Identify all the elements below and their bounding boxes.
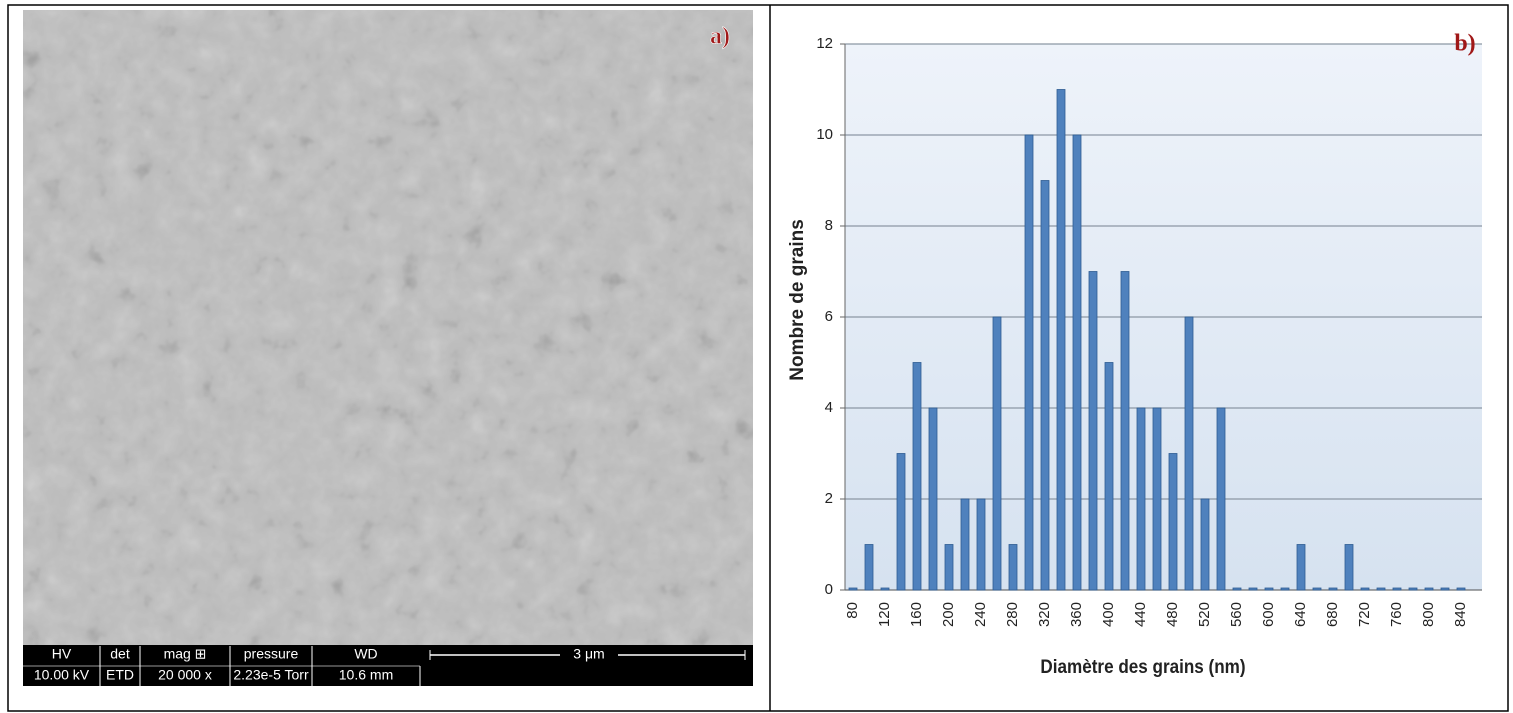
table-border	[7, 4, 1509, 712]
scale-label: 3 μm	[573, 646, 604, 662]
bar	[1168, 453, 1178, 591]
bar	[928, 407, 938, 591]
bar	[912, 362, 922, 591]
bar	[1056, 89, 1066, 591]
bar	[896, 453, 906, 591]
bar	[1232, 587, 1242, 591]
x-axis-title: Diamètre des grains (nm)	[1040, 656, 1245, 677]
x-tick-label: 560	[1228, 602, 1245, 627]
info-value: 20 000 x	[158, 667, 212, 683]
info-value: ETD	[106, 667, 134, 683]
x-tick-label: 280	[1004, 602, 1021, 627]
bar	[1456, 587, 1466, 591]
bar	[1184, 316, 1194, 591]
bar	[1376, 587, 1386, 591]
bar	[1216, 407, 1226, 591]
x-tick-label: 200	[940, 602, 957, 627]
bar	[1328, 587, 1338, 591]
info-value: 10.00 kV	[34, 667, 90, 683]
bar	[992, 316, 1002, 591]
bar	[1152, 407, 1162, 591]
bar	[1120, 271, 1130, 591]
x-tick-label: 760	[1388, 602, 1405, 627]
info-value: 10.6 mm	[339, 667, 393, 683]
y-tick-label: 8	[825, 217, 833, 234]
x-tick-label: 360	[1068, 602, 1085, 627]
bar	[976, 498, 986, 591]
y-tick-label: 12	[816, 35, 833, 52]
bar	[1248, 587, 1258, 591]
bar	[1296, 544, 1306, 591]
info-bar-cells: HV 10.00 kV det ETD mag ⊞ 20 000 x pressure 2.2…	[23, 646, 421, 686]
x-tick-label: 520	[1196, 602, 1213, 627]
panel-label: b)	[1454, 31, 1475, 57]
bar	[1280, 587, 1290, 591]
bar	[1392, 587, 1402, 591]
x-tick-label: 160	[908, 602, 925, 627]
scale-label-bg	[560, 647, 618, 663]
info-header: HV	[52, 646, 72, 662]
bar	[1344, 544, 1354, 591]
bar	[1104, 362, 1114, 591]
bar	[1312, 587, 1322, 591]
bar	[1024, 134, 1034, 591]
y-tick-label: 4	[825, 399, 833, 416]
x-tick-label: 240	[972, 602, 989, 627]
bar	[944, 544, 954, 591]
y-tick-label: 6	[825, 308, 833, 325]
info-header: det	[110, 646, 130, 662]
bar	[1264, 587, 1274, 591]
y-tick-label: 0	[825, 581, 833, 598]
bar	[1200, 498, 1210, 591]
x-tick-label: 680	[1324, 602, 1341, 627]
bar	[1408, 587, 1418, 591]
info-header: WD	[354, 646, 377, 662]
info-value: 2.23e-5 Torr	[233, 667, 309, 683]
bar	[1088, 271, 1098, 591]
bar	[1040, 180, 1050, 591]
bar	[848, 587, 858, 591]
sem-image	[23, 10, 753, 645]
bar	[1360, 587, 1370, 591]
info-header: mag ⊞	[164, 646, 207, 662]
info-header: pressure	[244, 646, 299, 662]
x-tick-label: 720	[1356, 602, 1373, 627]
x-tick-label: 840	[1452, 602, 1469, 627]
bar	[1424, 587, 1434, 591]
x-tick-label: 120	[876, 602, 893, 627]
x-tick-label: 800	[1420, 602, 1437, 627]
bar	[1440, 587, 1450, 591]
bar	[960, 498, 970, 591]
x-tick-label: 80	[844, 602, 861, 619]
x-tick-label: 320	[1036, 602, 1053, 627]
bar	[864, 544, 874, 591]
chart: 0 2 4 6 8 10 12 80 120 160 200 240 280 320 360 400 440 48…	[816, 35, 1482, 627]
x-tick-label: 600	[1260, 602, 1277, 627]
x-tick-label: 480	[1164, 602, 1181, 627]
bar	[1136, 407, 1146, 591]
x-tick-label: 440	[1132, 602, 1149, 627]
y-tick-label: 2	[825, 490, 833, 507]
bar	[1008, 544, 1018, 591]
y-tick-label: 10	[816, 126, 833, 143]
bar	[1072, 134, 1082, 591]
y-axis-title: Nombre de grains	[787, 219, 808, 381]
x-tick-label: 400	[1100, 602, 1117, 627]
panel-label: a)	[710, 24, 730, 50]
x-tick-label: 640	[1292, 602, 1309, 627]
bar	[880, 587, 890, 591]
